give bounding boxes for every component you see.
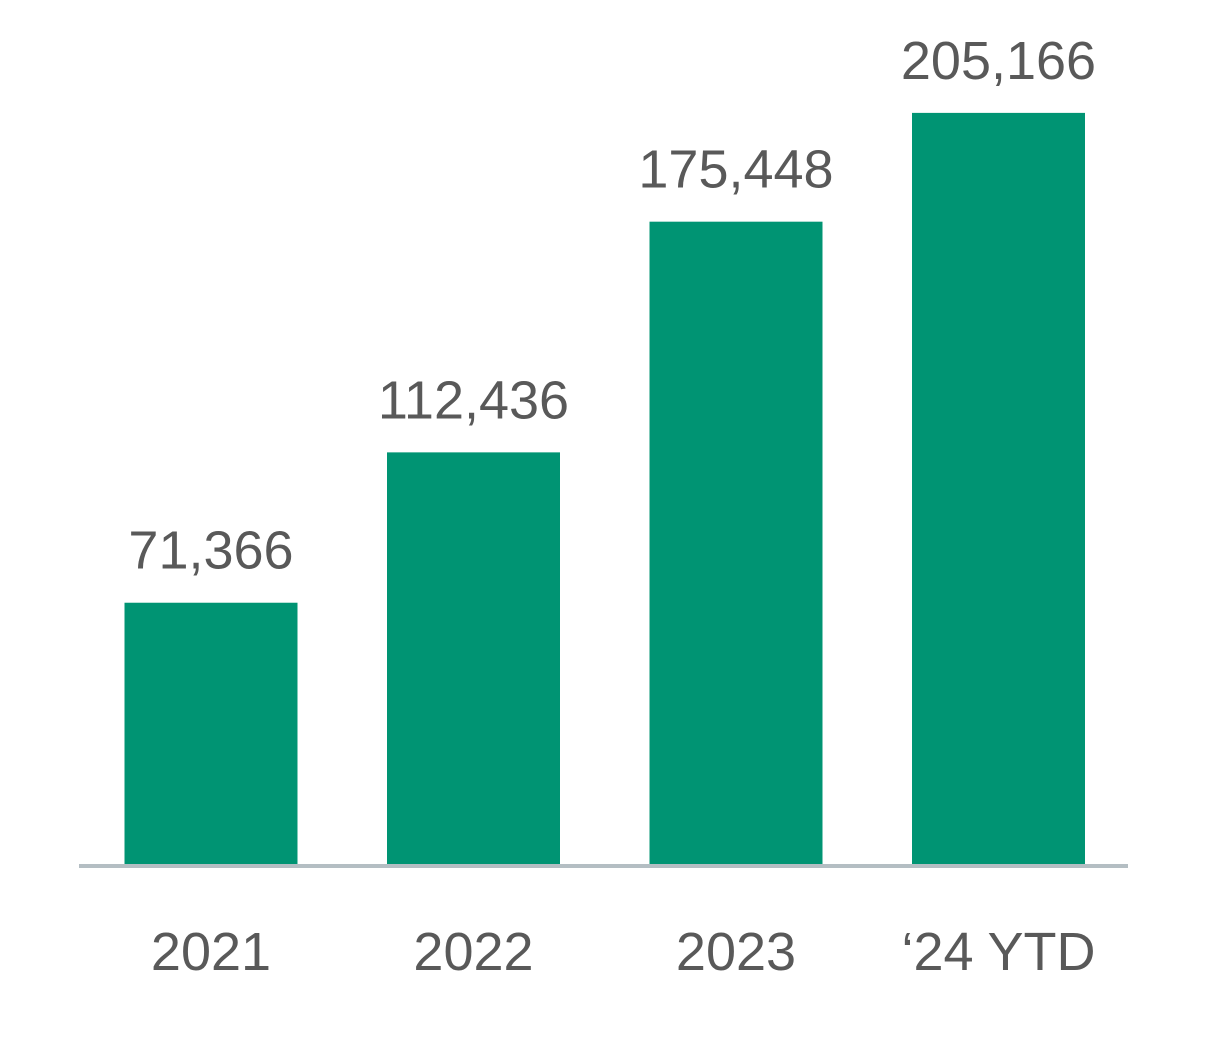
value-label-1: 71,366 <box>128 521 293 581</box>
category-label-3: 2023 <box>676 922 796 982</box>
bar-2 <box>387 452 560 864</box>
category-labels-group: 2021 2022 2023 ‘24 YTD <box>151 922 1096 982</box>
category-label-4: ‘24 YTD <box>901 922 1095 982</box>
value-label-2: 112,436 <box>378 370 569 430</box>
bars-group <box>124 112 1085 865</box>
value-label-3: 175,448 <box>638 140 833 200</box>
bar-3 <box>649 221 823 865</box>
value-label-4: 205,166 <box>901 31 1096 91</box>
bar-1 <box>124 602 298 864</box>
bar-4 <box>912 112 1085 865</box>
category-label-1: 2021 <box>151 922 271 982</box>
value-labels-group: 71,366 112,436 175,448 205,166 <box>128 31 1096 581</box>
category-label-2: 2022 <box>413 922 533 982</box>
